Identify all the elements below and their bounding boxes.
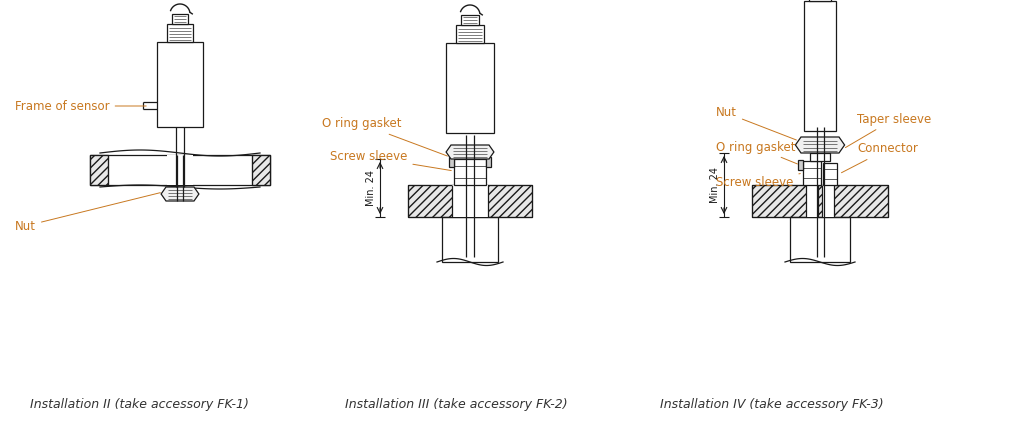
Text: O ring gasket: O ring gasket: [322, 117, 447, 156]
Polygon shape: [161, 187, 199, 201]
Text: Min. 24: Min. 24: [366, 170, 376, 206]
Bar: [810, 153, 830, 161]
Bar: [454, 159, 486, 185]
Text: Frame of sensor: Frame of sensor: [15, 100, 146, 113]
Bar: [90, 155, 108, 185]
Text: Screw sleeve: Screw sleeve: [330, 151, 452, 171]
Text: Installation III (take accessory FK-2): Installation III (take accessory FK-2): [345, 398, 567, 411]
Polygon shape: [446, 145, 494, 159]
Bar: [752, 185, 888, 217]
Bar: [809, 0, 831, 1]
Bar: [804, 1, 836, 131]
Bar: [486, 157, 490, 167]
Bar: [806, 185, 818, 217]
Text: Nut: Nut: [716, 107, 797, 140]
Text: Taper sleeve: Taper sleeve: [846, 113, 931, 148]
Bar: [798, 160, 803, 170]
Bar: [408, 185, 532, 217]
Bar: [408, 185, 532, 217]
Text: Screw sleeve: Screw sleeve: [716, 174, 801, 190]
Bar: [803, 161, 821, 185]
Bar: [452, 185, 488, 217]
Bar: [823, 163, 837, 185]
Polygon shape: [796, 137, 845, 153]
Bar: [752, 185, 888, 217]
Bar: [167, 155, 193, 185]
Bar: [167, 24, 193, 42]
Bar: [180, 155, 270, 185]
Text: Min. 24: Min. 24: [710, 167, 720, 203]
Bar: [157, 42, 203, 127]
Bar: [172, 14, 188, 24]
Bar: [790, 217, 850, 262]
Bar: [461, 15, 479, 25]
Bar: [456, 25, 484, 43]
Bar: [90, 155, 180, 185]
Text: Nut: Nut: [15, 193, 161, 233]
Text: Installation IV (take accessory FK-3): Installation IV (take accessory FK-3): [660, 398, 884, 411]
Bar: [446, 43, 494, 133]
Bar: [822, 185, 834, 217]
Bar: [252, 155, 270, 185]
Text: O ring gasket: O ring gasket: [716, 140, 798, 164]
Bar: [449, 157, 454, 167]
Bar: [90, 155, 108, 185]
Text: Connector: Connector: [842, 142, 918, 173]
Text: Installation II (take accessory FK-1): Installation II (take accessory FK-1): [30, 398, 249, 411]
Bar: [252, 155, 270, 185]
Bar: [442, 217, 498, 262]
